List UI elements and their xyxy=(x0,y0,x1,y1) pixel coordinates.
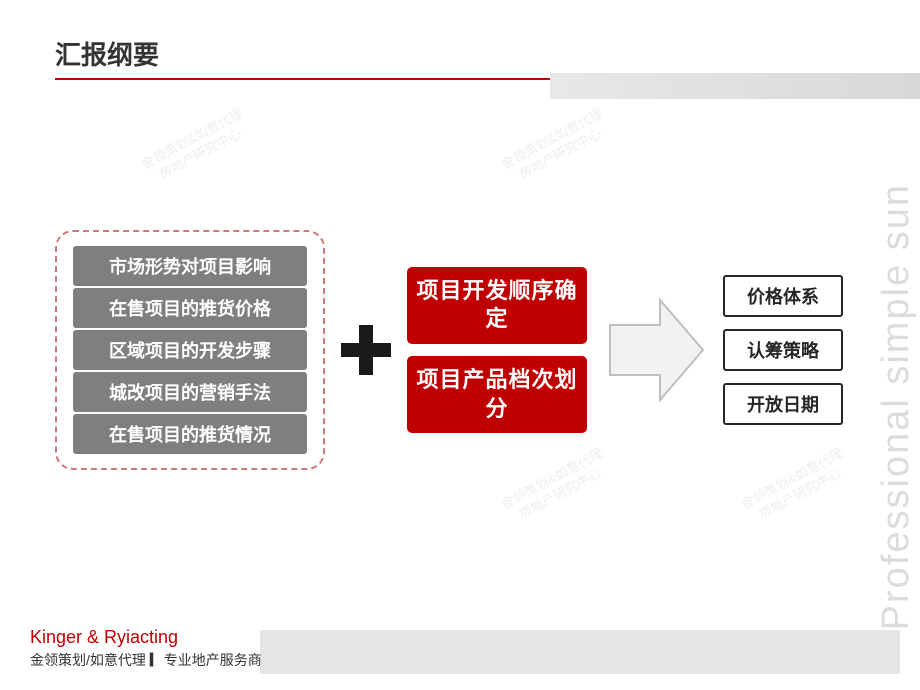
input-item: 市场形势对项目影响 xyxy=(73,246,307,286)
mid-column: 项目开发顺序确定 项目产品档次划分 xyxy=(407,267,587,433)
input-item: 在售项目的推货价格 xyxy=(73,288,307,328)
header-strip xyxy=(550,73,920,99)
footer-brand-cn: 金领策划/如意代理 ▎专业地产服务商 xyxy=(30,650,262,670)
output-column: 价格体系 认筹策略 开放日期 xyxy=(723,275,843,425)
input-item: 城改项目的营销手法 xyxy=(73,372,307,412)
footer: Kinger & Ryiacting 金领策划/如意代理 ▎专业地产服务商 xyxy=(30,627,262,670)
watermark: 金领策划&如意代理房地产研究中心 xyxy=(499,106,614,189)
inputs-box: 市场形势对项目影响 在售项目的推货价格 区域项目的开发步骤 城改项目的营销手法 … xyxy=(55,230,325,470)
watermark: 金领策划&如意代理房地产研究中心 xyxy=(139,106,254,189)
page-title: 汇报纲要 xyxy=(55,35,920,72)
output-item: 开放日期 xyxy=(723,383,843,425)
plus-icon xyxy=(341,325,391,375)
input-item: 在售项目的推货情况 xyxy=(73,414,307,454)
output-item: 认筹策略 xyxy=(723,329,843,371)
mid-item: 项目开发顺序确定 xyxy=(407,267,587,344)
input-item: 区域项目的开发步骤 xyxy=(73,330,307,370)
flow-diagram: 市场形势对项目影响 在售项目的推货价格 区域项目的开发步骤 城改项目的营销手法 … xyxy=(55,225,845,475)
side-vertical-text: Professional simple sun xyxy=(875,183,918,630)
mid-item: 项目产品档次划分 xyxy=(407,356,587,433)
output-item: 价格体系 xyxy=(723,275,843,317)
arrow-right-icon xyxy=(605,295,705,405)
footer-bar xyxy=(260,630,900,674)
footer-brand-en: Kinger & Ryiacting xyxy=(30,627,262,648)
